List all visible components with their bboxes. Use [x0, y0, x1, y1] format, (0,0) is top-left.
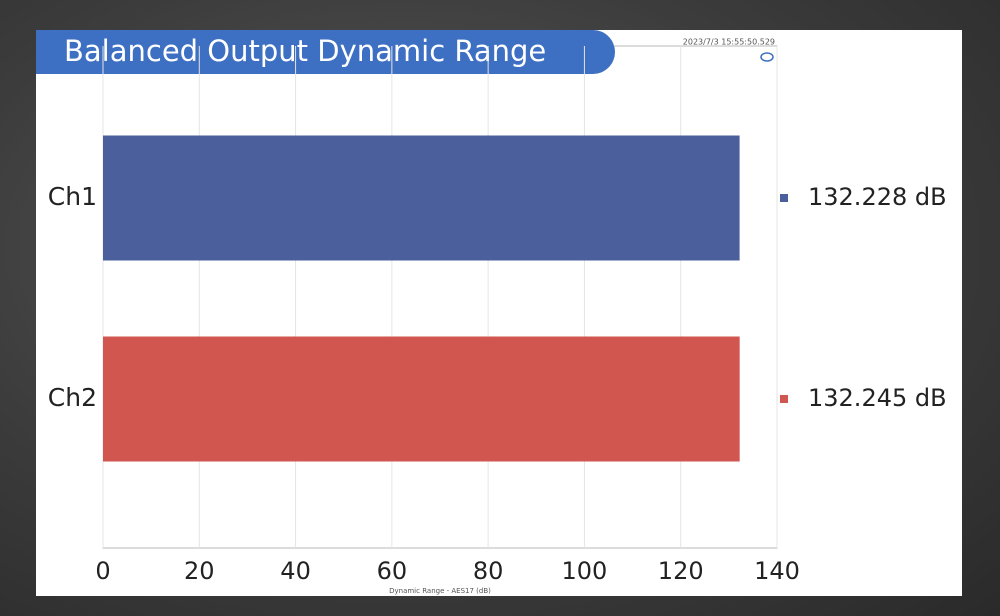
- value-label: 132.245 dB: [808, 384, 947, 412]
- title-banner: [36, 30, 615, 74]
- x-tick-label: 20: [184, 557, 215, 585]
- bar: [103, 336, 740, 462]
- y-tick-label: Ch2: [48, 383, 97, 412]
- x-tick-label: 100: [562, 557, 608, 585]
- x-tick-label: 60: [377, 557, 408, 585]
- x-axis-label: Dynamic Range - AES17 (dB): [389, 587, 491, 595]
- x-tick-label: 80: [473, 557, 504, 585]
- panel: [36, 30, 962, 596]
- legend-marker: [780, 395, 788, 403]
- bar: [103, 135, 740, 261]
- logo: [760, 52, 774, 62]
- chart-title: Balanced Output Dynamic Range: [64, 34, 546, 68]
- x-tick-label: 40: [280, 557, 311, 585]
- legend-marker: [780, 194, 788, 202]
- x-tick-label: 0: [95, 557, 110, 585]
- y-tick-label: Ch1: [48, 182, 97, 211]
- value-label: 132.228 dB: [808, 183, 947, 211]
- x-tick-label: 120: [658, 557, 704, 585]
- x-tick-label: 140: [754, 557, 800, 585]
- timestamp: 2023/7/3 15:55:50.529: [683, 38, 775, 47]
